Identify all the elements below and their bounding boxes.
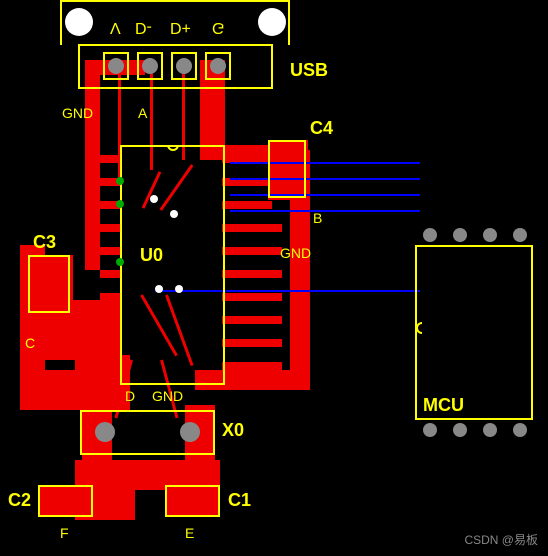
- label-c3: C3: [33, 232, 56, 253]
- ic-pin: [222, 224, 282, 232]
- mcu-pin: [483, 228, 497, 242]
- usb-pin-box: [103, 52, 129, 80]
- label-mcu: MCU: [423, 395, 464, 416]
- via: [170, 210, 178, 218]
- ic-pin: [100, 155, 122, 163]
- via: [150, 195, 158, 203]
- ic-pin: [222, 201, 272, 209]
- label-c2: C2: [8, 490, 31, 511]
- mcu-outline: [415, 245, 533, 420]
- via: [116, 200, 124, 208]
- label-usb: USB: [290, 60, 328, 81]
- via: [155, 285, 163, 293]
- label-b: B: [313, 210, 322, 226]
- ic-pin: [100, 270, 122, 278]
- label-u0: U0: [140, 245, 163, 266]
- label-d: D: [125, 388, 135, 404]
- label-c4: C4: [310, 118, 333, 139]
- label-gnd2: GND: [280, 245, 311, 261]
- pin-label-dminus: D-: [135, 18, 152, 36]
- label-x0: X0: [222, 420, 244, 441]
- via: [116, 177, 124, 185]
- label-a: A: [138, 105, 147, 121]
- label-c: C: [25, 335, 35, 351]
- signal-line: [230, 210, 420, 212]
- mcu-pin: [453, 228, 467, 242]
- label-gnd3: GND: [152, 388, 183, 404]
- via: [116, 258, 124, 266]
- pin-label-v: V: [110, 18, 121, 36]
- cap-c4: [268, 140, 306, 198]
- usb-hole: [258, 8, 286, 36]
- signal-line: [230, 194, 420, 196]
- ic-pin: [222, 339, 282, 347]
- usb-hole: [65, 8, 93, 36]
- ic-pin: [222, 362, 282, 370]
- mcu-notch: [416, 322, 422, 334]
- usb-pin-box: [137, 52, 163, 80]
- usb-pin-box: [205, 52, 231, 80]
- label-gnd: GND: [62, 105, 93, 121]
- cap-c2: [38, 485, 93, 517]
- ic-pin: [222, 270, 282, 278]
- watermark: CSDN @易板: [464, 531, 538, 548]
- ic-u0: [120, 145, 225, 385]
- label-e: E: [185, 525, 194, 541]
- cap-c1: [165, 485, 220, 517]
- via: [175, 285, 183, 293]
- ic-pin: [100, 224, 122, 232]
- signal-line: [230, 162, 420, 164]
- ic-pin: [222, 247, 282, 255]
- pin-label-dplus: D+: [170, 18, 191, 36]
- crystal-pin: [95, 422, 115, 442]
- pin-label-g: G: [212, 18, 224, 36]
- label-c1: C1: [228, 490, 251, 511]
- ic-pin: [222, 316, 282, 324]
- ic-pin: [100, 339, 122, 347]
- ic-pin: [100, 247, 122, 255]
- cap-c3: [28, 255, 70, 313]
- mcu-pin: [513, 423, 527, 437]
- ic-pin: [222, 293, 282, 301]
- usb-pin-box: [171, 52, 197, 80]
- mcu-pin: [423, 423, 437, 437]
- mcu-pin: [423, 228, 437, 242]
- signal-line: [230, 178, 420, 180]
- ic-pin: [100, 293, 122, 301]
- ic-pin: [100, 316, 122, 324]
- label-f: F: [60, 525, 69, 541]
- mcu-pin: [453, 423, 467, 437]
- trace: [85, 60, 100, 270]
- mcu-pin: [483, 423, 497, 437]
- mcu-pin: [513, 228, 527, 242]
- crystal-pin: [180, 422, 200, 442]
- ic-pin: [100, 362, 122, 370]
